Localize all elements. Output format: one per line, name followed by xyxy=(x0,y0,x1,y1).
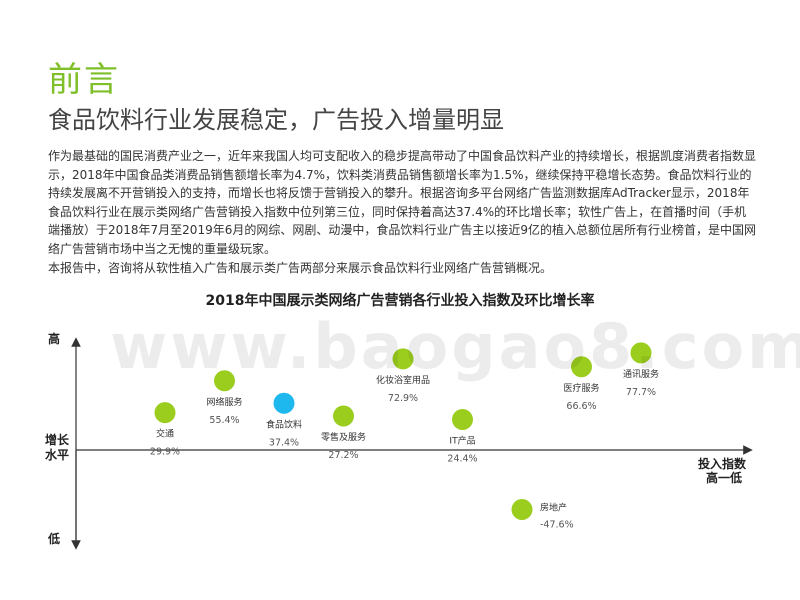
point-label-3: 食品饮料 xyxy=(266,418,302,430)
point-4 xyxy=(333,405,354,427)
point-label-9: 通讯服务 xyxy=(623,368,659,380)
section-heading: 前言 xyxy=(48,60,120,100)
intro-paragraph-2: 本报告中，咨询将从软性植入广告和展示类广告两部分来展示食品饮料行业网络广告营销概… xyxy=(48,260,553,275)
y-axis-label-high: 高 xyxy=(48,331,60,346)
watermark: www.baogao8.com xyxy=(110,310,800,383)
point-3 xyxy=(273,392,295,414)
point-label-2: 网络服务 xyxy=(206,396,242,408)
point-9 xyxy=(630,342,652,364)
point-6 xyxy=(452,409,473,430)
point-value-8: 66.6% xyxy=(566,401,596,412)
point-label-8: 医疗服务 xyxy=(563,382,599,394)
point-value-6: 24.4% xyxy=(447,454,477,465)
point-label-1: 交通 xyxy=(156,428,174,440)
point-8 xyxy=(571,356,592,378)
point-label-6: IT产品 xyxy=(449,435,475,447)
point-1 xyxy=(154,402,176,424)
intro-text: 作为最基础的国民消费产业之一，近年来我国人均可支配收入的稳步提高带动了中国食品饮… xyxy=(48,147,758,277)
point-label-4: 零售及服务 xyxy=(321,431,366,443)
chart-title: 2018年中国展示类网络广告营销各行业投入指数及环比增长率 xyxy=(205,293,595,309)
point-7 xyxy=(511,499,533,520)
point-value-1: 29.9% xyxy=(150,447,180,458)
x-axis-label-1: 投入指数 xyxy=(698,456,747,471)
point-value-2: 55.4% xyxy=(209,415,239,426)
y-axis-label-mid-2: 水平 xyxy=(45,447,69,462)
point-label-5: 化妆浴室用品 xyxy=(376,374,430,386)
y-axis-label-mid-1: 增长 xyxy=(45,432,70,447)
point-value-9: 77.7% xyxy=(626,387,656,398)
point-value-7: -47.6% xyxy=(540,520,574,531)
data-points: 交通 29.9% 网络服务 55.4% 食品饮料 37.4% 零售及服务 27.2% 化妆浴室用… xyxy=(150,342,659,531)
point-2 xyxy=(214,370,235,392)
page-subtitle: 食品饮料行业发展稳定，广告投入增量明显 xyxy=(48,106,504,134)
point-5 xyxy=(392,348,414,370)
point-value-4: 27.2% xyxy=(328,450,358,461)
point-label-7: 房地产 xyxy=(540,502,567,514)
intro-paragraph-1: 作为最基础的国民消费产业之一，近年来我国人均可支配收入的稳步提高带动了中国食品饮… xyxy=(48,149,757,256)
y-axis-label-low: 低 xyxy=(47,531,60,546)
point-value-3: 37.4% xyxy=(269,437,299,448)
point-value-5: 72.9% xyxy=(388,393,418,404)
x-axis-label-2: 高一低 xyxy=(706,470,742,485)
